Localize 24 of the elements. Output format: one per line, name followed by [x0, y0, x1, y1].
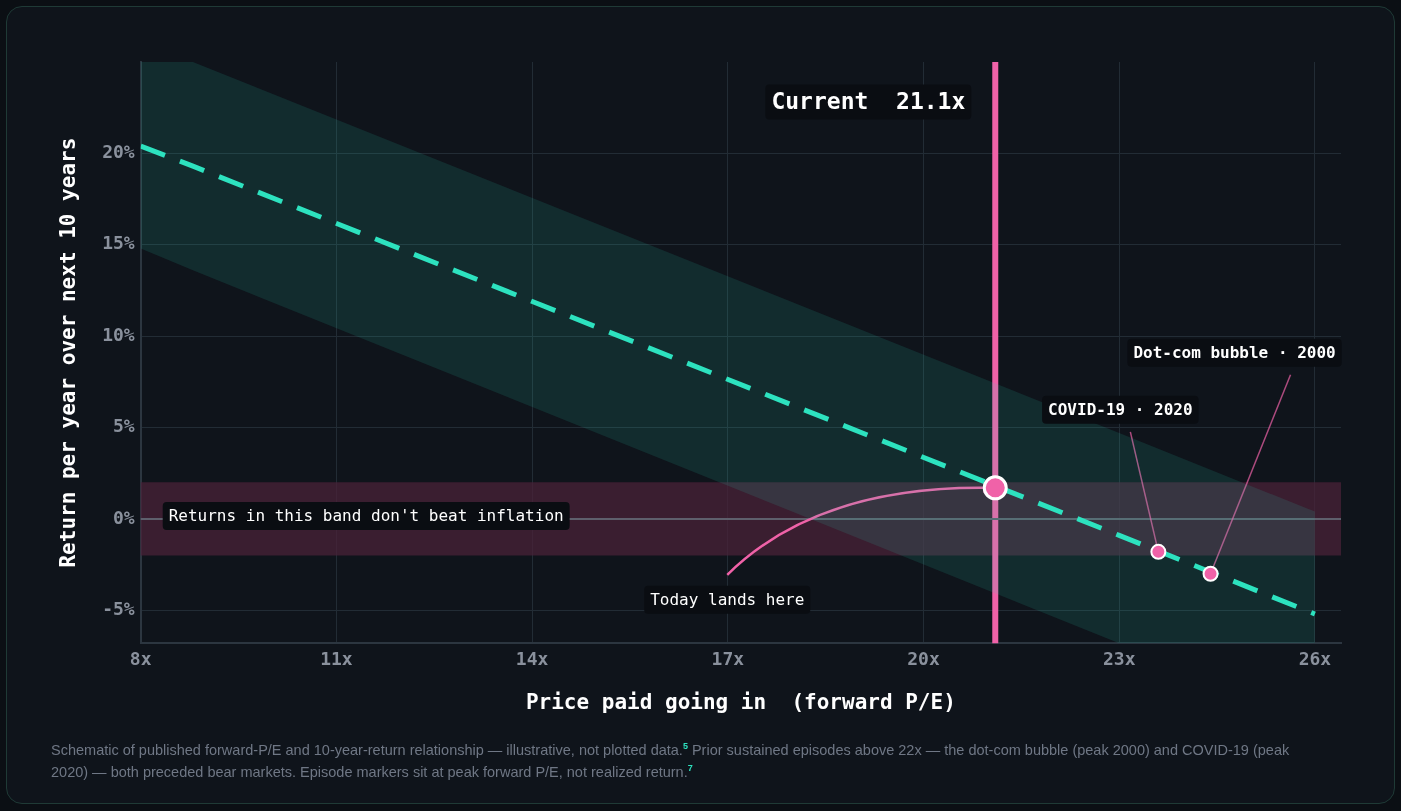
- ref-line-label: Current 21.1x: [771, 87, 966, 114]
- y-tick-label: 0%: [113, 506, 135, 528]
- annotation: COVID-19 · 2020: [1048, 399, 1193, 419]
- y-tick-label: 10%: [102, 323, 135, 345]
- y-tick-label: 15%: [102, 232, 135, 254]
- x-tick-label: 8x: [129, 647, 152, 669]
- x-tick-label: 11x: [320, 647, 353, 669]
- text: Schematic of published forward-P/E and 10-year-return relationship — illustrative, not plotted data.$^{5}$ Prior sustained episodes above 22x — the dot-com bubble (peak 2000) and COVID-19 (peak 2020) — both preceded bear markets. Episode markers sit at peak forward P/E, not realized return.$^{7}$: [51, 740, 1291, 782]
- y-tick-label: 5%: [113, 415, 135, 437]
- x-tick-label: 17x: [711, 647, 745, 669]
- point: [982, 475, 1008, 501]
- y-tick-label: -5%: [102, 597, 135, 619]
- band-label: Returns in this band don't beat inflation: [168, 506, 564, 526]
- x-tick-label: 14x: [515, 647, 549, 669]
- point: [1150, 543, 1167, 560]
- y-axis-title: Return per year over next 10 years: [56, 137, 81, 568]
- x-tick-label: 26x: [1298, 647, 1332, 669]
- x-tick-label: 23x: [1102, 647, 1136, 669]
- point: [1202, 565, 1219, 582]
- y-tick-label: 20%: [102, 141, 135, 163]
- x-tick-label: 20x: [907, 647, 940, 669]
- x-axis-title: Price paid going in (forward P/E): [525, 689, 956, 714]
- annotation: Dot-com bubble · 2000: [1133, 342, 1336, 362]
- annotation: Today lands here: [650, 590, 805, 609]
